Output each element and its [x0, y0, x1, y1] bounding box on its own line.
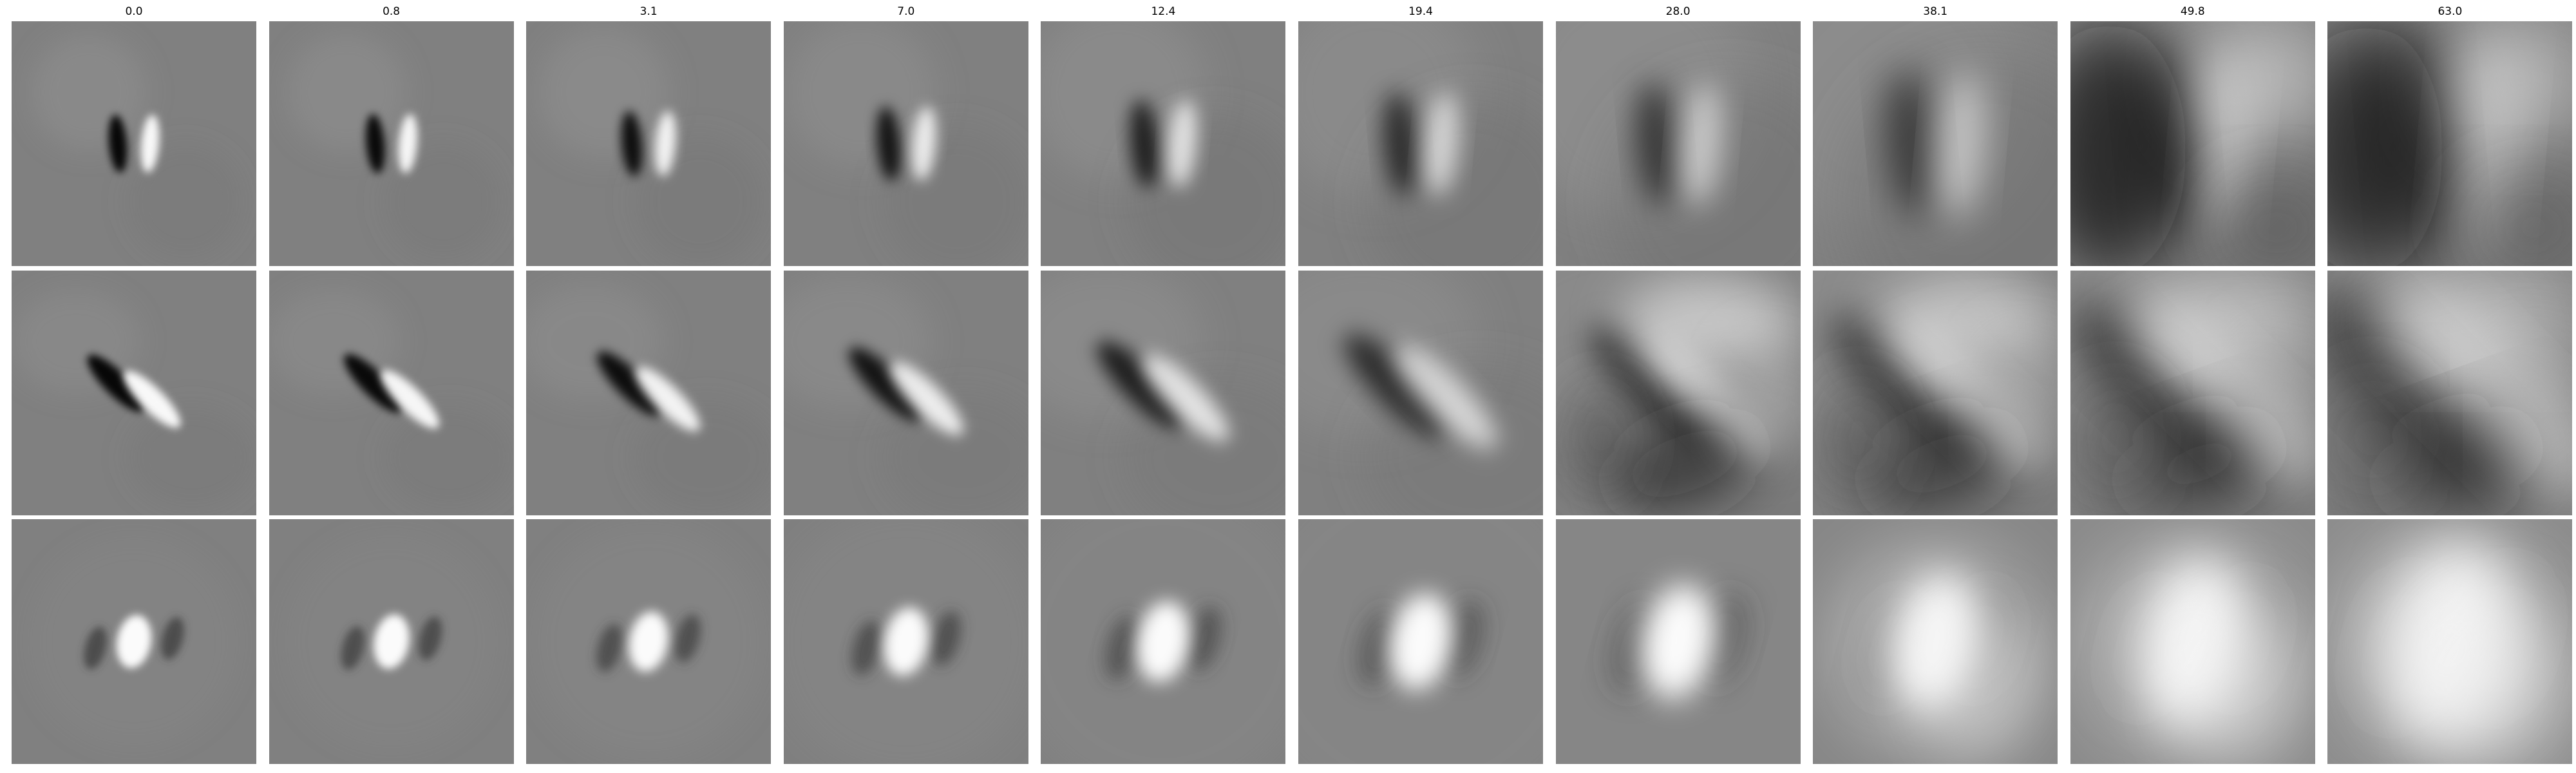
image-tile [12, 21, 256, 266]
image-tile [2327, 519, 2572, 764]
column-label: 12.4 [1041, 5, 1285, 18]
image-tile [526, 271, 771, 515]
column-label: 0.8 [269, 5, 514, 18]
image-tile [2327, 21, 2572, 266]
tile-image [2070, 271, 2315, 515]
tile-image [12, 21, 256, 266]
tile-image [1556, 21, 1801, 266]
image-tile [12, 519, 256, 764]
column-label: 49.8 [2070, 5, 2315, 18]
image-tile [1041, 271, 1285, 515]
image-tile [1041, 519, 1285, 764]
column-label: 38.1 [1813, 5, 2058, 18]
image-tile [1298, 519, 1543, 764]
column-label: 28.0 [1556, 5, 1801, 18]
image-tile [2070, 519, 2315, 764]
tile-image [269, 271, 514, 515]
image-tile [1556, 519, 1801, 764]
column-label: 19.4 [1298, 5, 1543, 18]
image-tile [1556, 21, 1801, 266]
tile-image [1298, 271, 1543, 515]
image-tile [1813, 519, 2058, 764]
image-tile [784, 21, 1028, 266]
column-label: 7.0 [784, 5, 1028, 18]
tile-image [1041, 519, 1285, 764]
tile-image [1298, 519, 1543, 764]
column-label: 3.1 [526, 5, 771, 18]
tile-image [784, 21, 1028, 266]
tile-image [1041, 21, 1285, 266]
tile-image [2327, 519, 2572, 764]
image-tile [2327, 271, 2572, 515]
tile-image [2327, 271, 2572, 515]
image-tile [269, 271, 514, 515]
image-tile [526, 21, 771, 266]
image-tile [784, 271, 1028, 515]
image-tile [12, 271, 256, 515]
tile-image [269, 21, 514, 266]
tile-image [12, 271, 256, 515]
tile-image [2327, 21, 2572, 266]
column-label: 0.0 [12, 5, 256, 18]
image-tile [1298, 21, 1543, 266]
tile-image [1556, 271, 1801, 515]
tile-image [1813, 271, 2058, 515]
tile-image [784, 271, 1028, 515]
tile-image [1556, 519, 1801, 764]
tile-image [2070, 21, 2315, 266]
image-tile [1813, 271, 2058, 515]
tile-image [526, 21, 771, 266]
image-tile [784, 519, 1028, 764]
image-tile [1813, 21, 2058, 266]
tile-image [1813, 21, 2058, 266]
tile-image [12, 519, 256, 764]
image-tile [269, 519, 514, 764]
image-tile [1041, 21, 1285, 266]
column-label: 63.0 [2327, 5, 2572, 18]
image-tile [526, 519, 771, 764]
tile-image [1041, 271, 1285, 515]
image-tile [1298, 271, 1543, 515]
tile-image [1298, 21, 1543, 266]
image-tile [269, 21, 514, 266]
tile-image [1813, 519, 2058, 764]
image-tile [1556, 271, 1801, 515]
tile-image [269, 519, 514, 764]
tile-image [784, 519, 1028, 764]
tile-image [2070, 519, 2315, 764]
image-tile [2070, 271, 2315, 515]
tile-image [526, 519, 771, 764]
image-tile [2070, 21, 2315, 266]
tile-image [526, 271, 771, 515]
